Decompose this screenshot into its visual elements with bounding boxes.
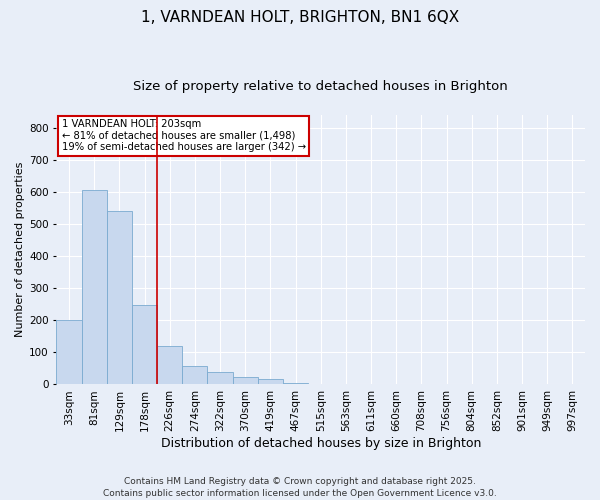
- Text: 1, VARNDEAN HOLT, BRIGHTON, BN1 6QX: 1, VARNDEAN HOLT, BRIGHTON, BN1 6QX: [141, 10, 459, 25]
- Bar: [157, 346, 182, 385]
- Bar: [283, 383, 308, 384]
- Bar: [82, 190, 107, 384]
- Bar: [56, 320, 82, 384]
- Bar: [233, 378, 258, 384]
- Bar: [182, 366, 208, 384]
- Bar: [132, 305, 157, 384]
- X-axis label: Distribution of detached houses by size in Brighton: Distribution of detached houses by size …: [161, 437, 481, 450]
- Title: Size of property relative to detached houses in Brighton: Size of property relative to detached ho…: [133, 80, 508, 93]
- Bar: [208, 372, 233, 384]
- Text: 1 VARNDEAN HOLT: 203sqm
← 81% of detached houses are smaller (1,498)
19% of semi: 1 VARNDEAN HOLT: 203sqm ← 81% of detache…: [62, 119, 306, 152]
- Bar: [258, 378, 283, 384]
- Bar: [107, 211, 132, 384]
- Text: Contains HM Land Registry data © Crown copyright and database right 2025.
Contai: Contains HM Land Registry data © Crown c…: [103, 476, 497, 498]
- Y-axis label: Number of detached properties: Number of detached properties: [15, 162, 25, 338]
